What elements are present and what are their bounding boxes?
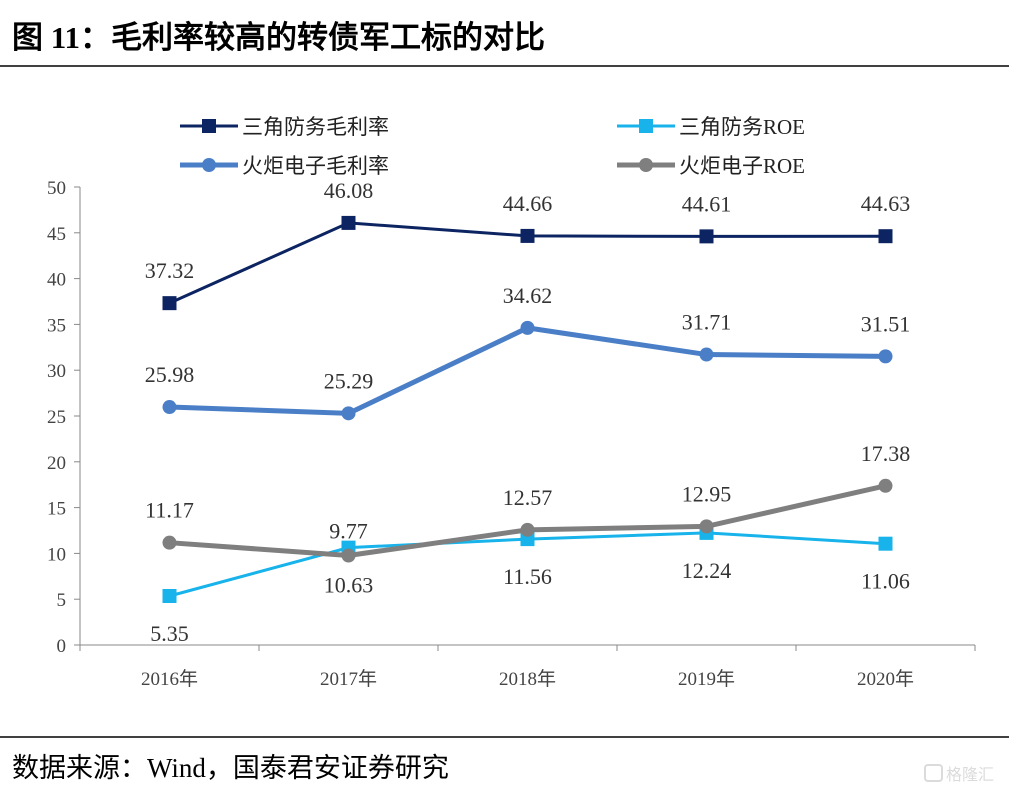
data-point bbox=[341, 215, 356, 230]
legend-marker bbox=[639, 119, 653, 133]
data-point bbox=[699, 229, 714, 244]
data-point bbox=[878, 536, 893, 551]
legend-item: 火炬电子ROE bbox=[617, 154, 805, 178]
data-point bbox=[878, 229, 893, 244]
y-tick-label: 15 bbox=[47, 499, 66, 520]
data-point bbox=[699, 519, 714, 534]
legend-marker bbox=[639, 158, 653, 172]
watermark-text: 格隆汇 bbox=[946, 766, 994, 784]
data-label: 11.17 bbox=[145, 498, 194, 523]
y-tick-label: 5 bbox=[57, 590, 67, 611]
data-label: 31.51 bbox=[861, 311, 911, 336]
y-tick-label: 45 bbox=[47, 224, 66, 245]
data-label: 44.61 bbox=[682, 191, 732, 216]
data-label: 10.63 bbox=[324, 573, 374, 598]
data-label: 31.71 bbox=[682, 310, 732, 335]
data-label: 25.29 bbox=[324, 368, 374, 393]
data-point bbox=[162, 535, 177, 550]
data-label: 46.08 bbox=[324, 178, 374, 203]
y-tick-label: 20 bbox=[47, 453, 66, 474]
y-tick-label: 40 bbox=[47, 270, 66, 291]
data-point bbox=[520, 522, 535, 537]
series-1: 5.35 10.63 11.56 12.24 11.06 bbox=[150, 525, 910, 646]
legend-label: 火炬电子毛利率 bbox=[242, 154, 389, 178]
x-tick-label: 2020年 bbox=[857, 668, 914, 690]
data-label: 5.35 bbox=[150, 621, 189, 646]
legend-marker bbox=[202, 158, 216, 172]
data-label: 11.56 bbox=[503, 564, 552, 589]
data-label: 37.32 bbox=[145, 258, 195, 283]
x-tick-label: 2019年 bbox=[678, 668, 735, 690]
data-label: 12.57 bbox=[503, 485, 553, 510]
x-tick-label: 2018年 bbox=[499, 668, 556, 690]
data-label: 44.66 bbox=[503, 191, 553, 216]
series-2: 25.98 25.29 34.62 31.71 31.51 bbox=[145, 283, 911, 421]
watermark: 格隆汇 bbox=[924, 764, 994, 784]
data-label: 12.24 bbox=[682, 558, 732, 583]
series-0: 37.32 46.08 44.66 44.61 44.63 bbox=[145, 178, 911, 311]
data-point bbox=[341, 548, 356, 563]
y-tick-label: 30 bbox=[47, 361, 66, 382]
data-label: 34.62 bbox=[503, 283, 553, 308]
data-label: 12.95 bbox=[682, 481, 732, 506]
data-point bbox=[162, 296, 177, 311]
legend-label: 三角防务毛利率 bbox=[242, 115, 389, 139]
legend-marker bbox=[202, 119, 216, 133]
data-label: 44.63 bbox=[861, 191, 911, 216]
chart-title: 图 11：毛利率较高的转债军工标的对比 bbox=[12, 20, 545, 55]
legend-label: 三角防务ROE bbox=[679, 115, 805, 139]
y-tick-label: 0 bbox=[57, 636, 67, 657]
legend-item: 火炬电子毛利率 bbox=[180, 154, 389, 178]
data-point bbox=[162, 400, 177, 415]
data-point bbox=[699, 347, 714, 362]
watermark-logo-icon bbox=[924, 764, 943, 782]
data-label: 11.06 bbox=[861, 569, 910, 594]
y-tick-label: 50 bbox=[47, 178, 66, 199]
data-point bbox=[520, 228, 535, 243]
data-point bbox=[878, 349, 893, 364]
source-note: 数据来源：Wind，国泰君安证券研究 bbox=[12, 753, 449, 783]
data-label: 9.77 bbox=[329, 518, 368, 543]
legend-item: 三角防务ROE bbox=[617, 115, 805, 139]
y-tick-label: 35 bbox=[47, 315, 66, 336]
series-line bbox=[169, 325, 886, 416]
y-tick-label: 10 bbox=[47, 544, 66, 565]
data-label: 25.98 bbox=[145, 362, 195, 387]
legend-item: 三角防务毛利率 bbox=[180, 115, 389, 139]
y-tick-label: 25 bbox=[47, 407, 66, 428]
data-point bbox=[878, 478, 893, 493]
x-tick-label: 2017年 bbox=[320, 668, 377, 690]
series-3: 11.17 9.77 12.57 12.95 17.38 bbox=[145, 441, 910, 563]
x-tick-label: 2016年 bbox=[141, 668, 198, 690]
legend-label: 火炬电子ROE bbox=[679, 154, 805, 178]
data-label: 17.38 bbox=[861, 441, 911, 466]
data-point bbox=[520, 320, 535, 335]
data-point bbox=[341, 406, 356, 421]
data-point bbox=[162, 588, 177, 603]
